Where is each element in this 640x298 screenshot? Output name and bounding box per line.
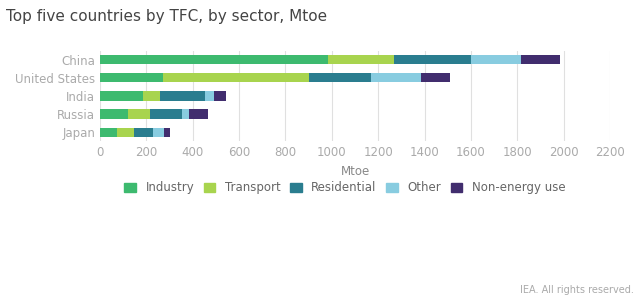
Bar (100, 73, 163, 83)
Bar (100, 91, 143, 101)
X-axis label: Mtoe: Mtoe (340, 164, 370, 178)
Bar (394, 55, 471, 64)
Bar (182, 109, 189, 119)
Text: Top five countries by TFC, by sector, Mtoe: Top five countries by TFC, by sector, Mt… (6, 9, 328, 24)
Bar (100, 55, 328, 64)
Bar (521, 55, 560, 64)
Bar (328, 55, 394, 64)
Bar (163, 73, 308, 83)
Bar (134, 128, 154, 137)
Text: IEA. All rights reserved.: IEA. All rights reserved. (520, 285, 634, 295)
Bar (128, 109, 150, 119)
Bar (100, 128, 117, 137)
Legend: Industry, Transport, Residential, Other, Non-energy use: Industry, Transport, Residential, Other,… (124, 181, 566, 194)
Bar (143, 91, 160, 101)
Bar (150, 109, 182, 119)
Bar (214, 91, 227, 101)
Bar (100, 109, 128, 119)
Bar (471, 55, 521, 64)
Bar (160, 91, 205, 101)
Bar (117, 128, 134, 137)
Bar (421, 73, 450, 83)
Bar (164, 128, 170, 137)
Bar (189, 109, 208, 119)
Bar (205, 91, 214, 101)
Bar (308, 73, 371, 83)
Bar (154, 128, 164, 137)
Bar (371, 73, 421, 83)
